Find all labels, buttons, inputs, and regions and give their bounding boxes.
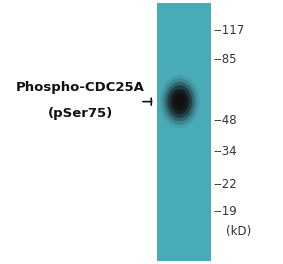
Ellipse shape bbox=[175, 96, 184, 107]
Bar bbox=[157, 3, 211, 261]
Text: (pSer75): (pSer75) bbox=[48, 107, 113, 120]
Ellipse shape bbox=[170, 89, 189, 114]
Text: (kD): (kD) bbox=[226, 224, 252, 238]
Text: --117: --117 bbox=[214, 24, 245, 37]
Ellipse shape bbox=[160, 75, 200, 128]
Ellipse shape bbox=[165, 82, 195, 121]
Text: --48: --48 bbox=[214, 114, 237, 127]
Ellipse shape bbox=[162, 78, 197, 125]
Text: --34: --34 bbox=[214, 145, 237, 158]
Text: --85: --85 bbox=[214, 53, 237, 66]
Ellipse shape bbox=[173, 92, 187, 111]
Text: Phospho-CDC25A: Phospho-CDC25A bbox=[16, 81, 145, 94]
Ellipse shape bbox=[177, 98, 182, 105]
Text: --19: --19 bbox=[214, 205, 237, 218]
Ellipse shape bbox=[168, 85, 192, 118]
Text: --22: --22 bbox=[214, 178, 237, 191]
